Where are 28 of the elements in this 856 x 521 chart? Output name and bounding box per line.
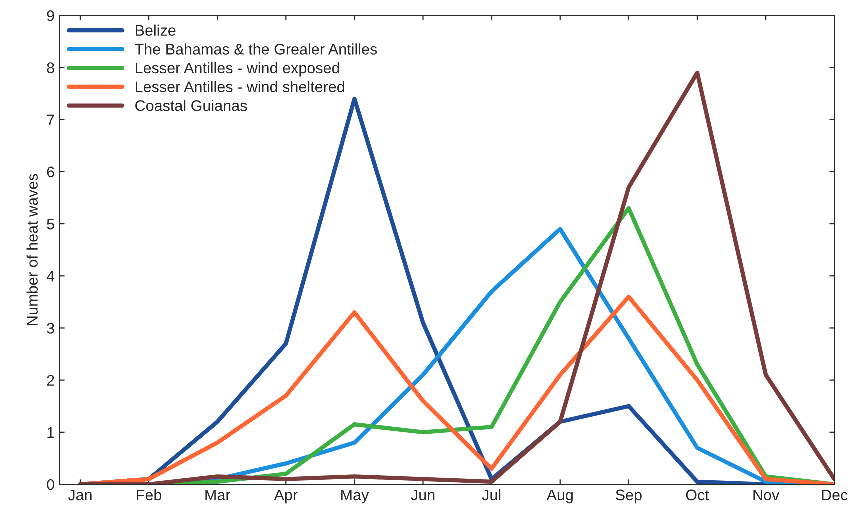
y-tick-label: 3 <box>47 323 54 334</box>
y-tick-label: 2 <box>47 375 54 386</box>
y-tick-label: 0 <box>47 479 54 490</box>
y-axis-title: Number of heat waves <box>26 174 38 326</box>
x-tick-label: Sep <box>616 490 642 504</box>
x-tick-label: Apr <box>274 490 298 504</box>
legend-label: Coastal Guianas <box>136 100 248 112</box>
y-tick-label: 4 <box>46 271 55 282</box>
legend-label: Belize <box>136 24 176 36</box>
y-tick-label: 5 <box>47 219 54 230</box>
legend-label: Lesser Antilles - wind exposed <box>136 62 340 77</box>
x-tick-label: Dec <box>822 490 848 501</box>
x-tick-label: Jan <box>68 490 92 501</box>
x-tick-label: Mar <box>206 490 230 501</box>
x-tick-label: Feb <box>137 489 162 501</box>
legend-label: The Bahamas & the Grealer Antilles <box>135 44 378 55</box>
x-tick-label: Oct <box>686 490 710 501</box>
x-tick-label: Jul <box>482 489 501 501</box>
y-tick-label: 8 <box>47 62 54 74</box>
y-tick-label: 1 <box>48 427 54 438</box>
x-tick-label: May <box>342 490 370 504</box>
x-tick-label: Aug <box>546 490 573 504</box>
y-tick-label: 6 <box>47 166 54 178</box>
x-tick-label: Jun <box>411 490 435 501</box>
y-tick-label: 7 <box>47 114 54 126</box>
x-tick-label: Nov <box>754 490 780 501</box>
legend-label: Lesser Antilles - wind sheltered <box>136 81 344 92</box>
y-tick-label: 9 <box>47 10 54 22</box>
